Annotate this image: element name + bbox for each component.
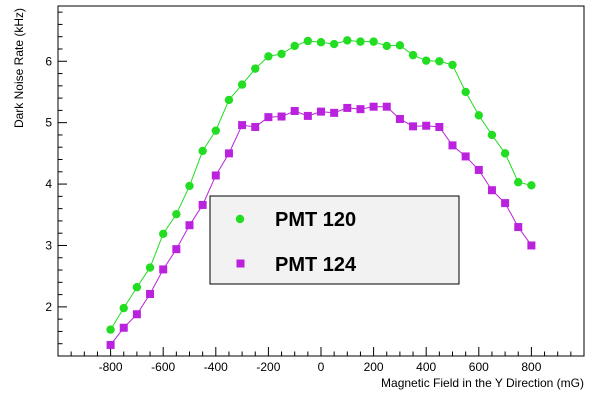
data-point-pmt-124 (146, 289, 155, 298)
data-point-pmt-120 (119, 303, 128, 313)
y-tick-label: 4 (45, 177, 52, 191)
series-pmt-124 (106, 102, 536, 349)
data-point-pmt-120 (172, 209, 181, 219)
data-point-pmt-120 (211, 126, 220, 135)
data-point-pmt-120 (316, 38, 326, 47)
x-tick-label: -200 (256, 360, 280, 374)
legend-marker-pmt-120 (235, 214, 245, 224)
data-point-pmt-120 (159, 229, 168, 239)
data-point-pmt-120 (448, 60, 457, 70)
legend-box (209, 195, 460, 285)
data-point-pmt-124 (303, 111, 312, 120)
x-axis-label: Magnetic Field in the Y Direction (mG) (381, 376, 584, 390)
y-tick-label: 5 (45, 116, 52, 130)
data-point-pmt-120 (343, 36, 352, 45)
y-axis-label: Dark Noise Rate (kHz) (12, 8, 26, 128)
data-point-pmt-124 (369, 102, 378, 111)
data-point-pmt-124 (132, 310, 141, 319)
series-pmt-120 (106, 36, 536, 334)
data-point-pmt-120 (237, 80, 247, 89)
data-point-pmt-124 (435, 122, 444, 131)
series-line-pmt-120 (110, 39, 532, 330)
data-point-pmt-120 (395, 41, 405, 50)
series-layer (106, 36, 536, 349)
data-point-pmt-120 (224, 95, 234, 105)
data-point-pmt-124 (487, 186, 496, 195)
data-point-pmt-124 (382, 102, 391, 111)
legend-label-pmt-124: PMT 124 (275, 254, 357, 276)
data-point-pmt-120 (329, 39, 339, 49)
data-point-pmt-120 (382, 41, 391, 51)
data-point-pmt-120 (408, 50, 418, 60)
data-point-pmt-120 (527, 181, 536, 190)
x-tick-label: 600 (469, 360, 489, 374)
data-point-pmt-120 (145, 263, 155, 272)
data-point-pmt-120 (422, 56, 431, 65)
data-point-pmt-124 (224, 149, 233, 158)
data-point-pmt-120 (264, 52, 273, 61)
data-point-pmt-124 (448, 141, 457, 150)
plot-frame-layer (57, 5, 585, 357)
data-point-pmt-120 (251, 64, 260, 73)
data-point-pmt-124 (514, 223, 523, 232)
x-tick-label: 800 (521, 360, 541, 374)
data-point-pmt-120 (290, 41, 299, 51)
data-point-pmt-120 (106, 325, 115, 334)
data-point-pmt-124 (330, 108, 339, 117)
data-point-pmt-124 (422, 121, 431, 130)
x-tick-label: 200 (364, 360, 384, 374)
x-tick-label: -800 (99, 360, 123, 374)
data-point-pmt-124 (317, 107, 325, 116)
legend-marker-pmt-124 (236, 259, 245, 268)
data-point-pmt-124 (527, 241, 536, 250)
data-point-pmt-124 (198, 200, 207, 209)
data-point-pmt-124 (356, 105, 365, 114)
y-tick-label: 3 (45, 238, 52, 252)
data-point-pmt-124 (277, 112, 286, 121)
y-tick-label: 2 (45, 300, 52, 314)
data-point-pmt-124 (106, 340, 115, 349)
data-point-pmt-120 (198, 146, 207, 156)
data-point-pmt-124 (474, 165, 483, 174)
x-tick-label: 0 (318, 360, 325, 374)
data-point-pmt-120 (303, 36, 313, 46)
data-point-pmt-124 (251, 122, 260, 131)
data-point-pmt-120 (500, 149, 510, 158)
data-point-pmt-124 (159, 265, 168, 274)
data-point-pmt-124 (238, 121, 247, 130)
x-tick-label: -400 (204, 360, 228, 374)
data-point-pmt-120 (435, 57, 444, 66)
data-point-pmt-124 (290, 107, 299, 115)
data-point-pmt-124 (119, 323, 128, 332)
data-point-pmt-120 (132, 283, 142, 292)
data-point-pmt-120 (369, 37, 378, 46)
legend-label-pmt-120: PMT 120 (275, 209, 356, 231)
data-point-pmt-124 (172, 245, 181, 254)
data-point-pmt-124 (211, 171, 220, 180)
x-tick-label: -600 (151, 360, 175, 374)
data-point-pmt-120 (487, 130, 497, 140)
data-point-pmt-120 (185, 181, 194, 191)
data-point-pmt-124 (185, 221, 194, 230)
data-point-pmt-124 (409, 122, 418, 131)
plot-frame (57, 5, 585, 357)
data-point-pmt-124 (501, 199, 510, 208)
x-tick-label: 400 (416, 360, 436, 374)
data-point-pmt-124 (461, 152, 470, 161)
axes-layer: -800 -600 -400 -200 0 200 400 600 800 2 3 4 5 6 (45, 11, 572, 374)
data-point-pmt-120 (461, 87, 470, 97)
data-point-pmt-120 (356, 37, 365, 46)
data-point-pmt-120 (514, 178, 523, 187)
legend: PMT 120 PMT 124 (209, 195, 460, 285)
data-point-pmt-120 (277, 49, 286, 59)
data-point-pmt-124 (264, 113, 273, 122)
data-point-pmt-120 (474, 111, 483, 120)
y-tick-label: 6 (45, 54, 52, 68)
data-point-pmt-124 (395, 114, 404, 123)
data-point-pmt-124 (343, 103, 352, 112)
